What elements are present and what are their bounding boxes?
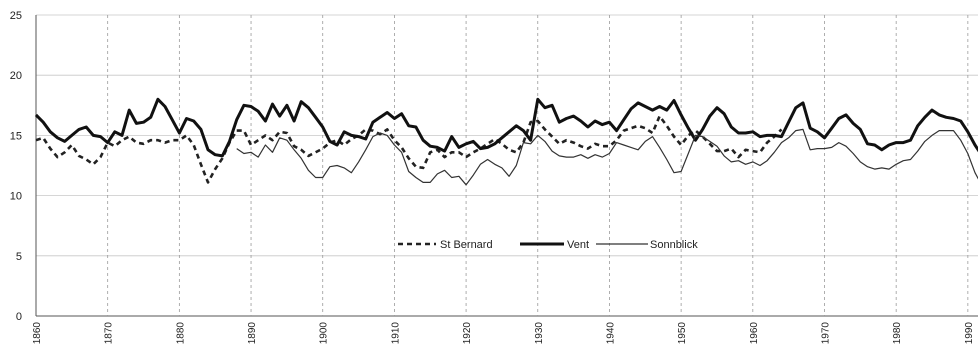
y-tick-label: 10 bbox=[10, 191, 22, 203]
legend-label-st-bernard: St Bernard bbox=[440, 239, 493, 251]
x-tick-label: 1960 bbox=[749, 322, 760, 345]
x-tick-label: 1930 bbox=[534, 322, 545, 345]
series-line-st-bernard bbox=[35, 114, 783, 184]
y-tick-label: 5 bbox=[16, 251, 22, 263]
x-tick-label: 1950 bbox=[677, 322, 688, 345]
y-tick-label: 0 bbox=[16, 311, 22, 323]
legend: St Bernard Vent Sonnblick bbox=[398, 239, 698, 251]
series-line-sonnblick bbox=[236, 128, 978, 186]
x-tick-label: 1970 bbox=[820, 322, 831, 345]
x-tick-label: 1870 bbox=[104, 322, 115, 345]
legend-label-sonnblick: Sonnblick bbox=[650, 239, 698, 251]
y-tick-label: 25 bbox=[10, 10, 22, 22]
x-tick-label: 1940 bbox=[605, 322, 616, 345]
series-line-vent bbox=[34, 97, 978, 158]
x-tick-label: 1890 bbox=[247, 322, 258, 345]
y-tick-label: 20 bbox=[10, 70, 22, 82]
y-tick-label: 15 bbox=[10, 130, 22, 142]
x-tick-label: 1910 bbox=[390, 322, 401, 345]
x-tick-label: 1860 bbox=[32, 322, 43, 345]
x-tick-label: 1880 bbox=[175, 322, 186, 345]
grid bbox=[35, 14, 978, 317]
series-lines bbox=[34, 97, 978, 186]
x-tick-label: 1980 bbox=[892, 322, 903, 345]
tick-labels: 0 5 10 15 20 25 1860 1870 1880 1890 1900 1910 1920 19… bbox=[10, 10, 975, 344]
x-tick-label: 1920 bbox=[462, 322, 473, 345]
legend-label-vent: Vent bbox=[567, 239, 589, 251]
x-tick-label: 1900 bbox=[319, 322, 330, 345]
x-tick-label: 1990 bbox=[964, 322, 975, 345]
